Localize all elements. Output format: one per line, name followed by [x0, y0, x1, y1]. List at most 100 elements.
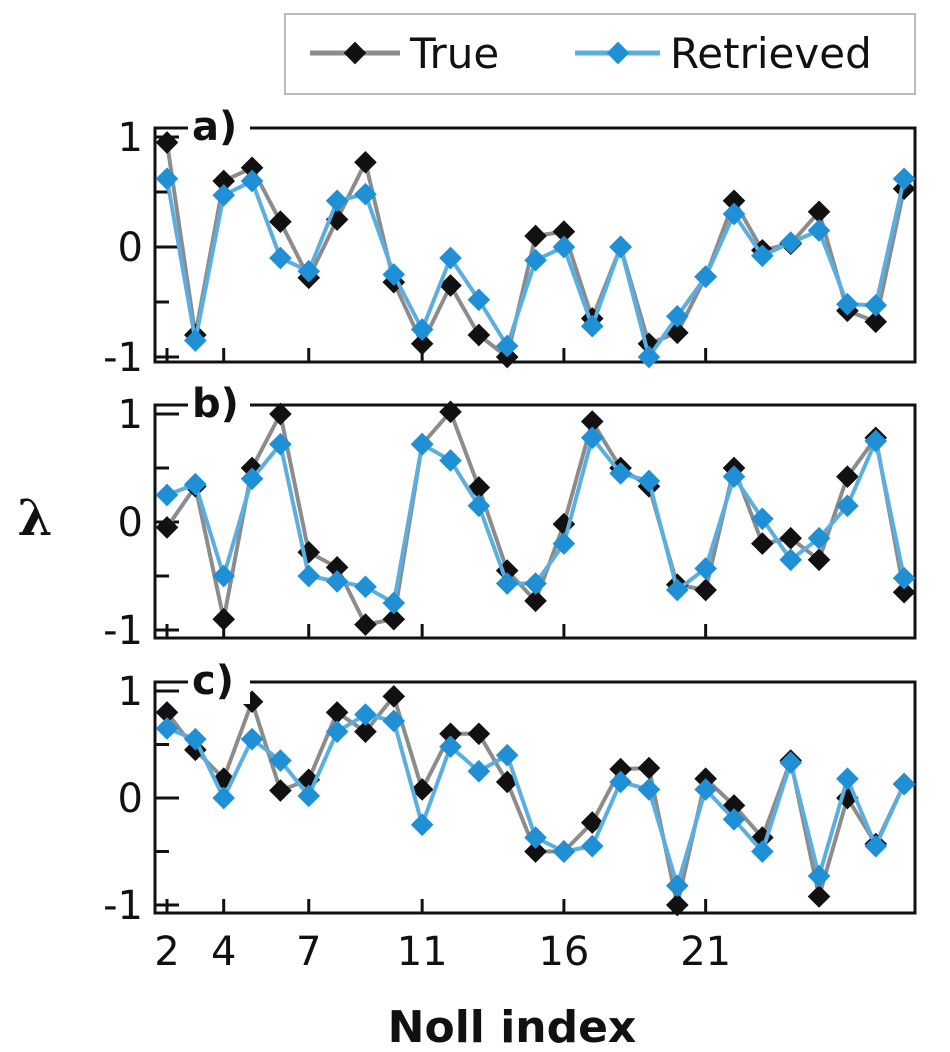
y-tick-label: -1: [103, 608, 143, 654]
point-true: [212, 607, 236, 631]
point-retrieved: [382, 263, 406, 286]
point-retrieved: [864, 293, 888, 317]
point-retrieved: [779, 751, 803, 775]
point-retrieved: [495, 743, 519, 767]
point-retrieved: [751, 507, 774, 531]
y-tick-label: -1: [103, 335, 143, 381]
point-retrieved: [665, 874, 689, 898]
point-true: [637, 756, 661, 780]
point-true: [807, 885, 831, 908]
point-retrieved: [665, 578, 689, 602]
point-true: [524, 840, 547, 863]
point-retrieved: [410, 813, 434, 837]
point-retrieved: [410, 318, 434, 341]
panel-label-bg: [188, 383, 250, 427]
y-axis-label: λ: [17, 488, 52, 547]
x-tick-label: 4: [211, 929, 236, 975]
point-retrieved: [836, 494, 859, 518]
point-retrieved: [269, 246, 292, 270]
point-true: [751, 532, 774, 555]
point-retrieved: [410, 432, 434, 456]
point-true: [892, 580, 916, 604]
point-true: [580, 410, 604, 433]
point-retrieved: [524, 826, 547, 849]
point-true: [665, 893, 689, 917]
point-retrieved: [580, 426, 604, 450]
point-retrieved: [269, 749, 292, 772]
x-tick-label: 11: [397, 929, 448, 975]
point-true: [382, 607, 406, 631]
panel-c: 1 0 -1 c): [103, 658, 917, 929]
point-retrieved: [325, 720, 349, 743]
point-true: [467, 323, 491, 347]
point-retrieved: [580, 834, 604, 858]
point-retrieved: [155, 483, 179, 507]
point-retrieved: [552, 840, 576, 863]
point-retrieved: [836, 292, 859, 316]
point-true: [439, 400, 462, 424]
point-retrieved: [212, 183, 236, 207]
point-true: [836, 465, 859, 488]
point-true: [354, 720, 377, 743]
point-true: [807, 548, 831, 572]
point-retrieved: [325, 189, 349, 213]
point-retrieved: [325, 570, 349, 593]
point-true: [439, 274, 462, 297]
point-true: [269, 210, 292, 234]
point-true: [864, 310, 888, 334]
point-retrieved: [892, 772, 916, 796]
x-tick-label: 7: [296, 929, 321, 975]
point-retrieved: [212, 786, 236, 810]
point-true: [155, 516, 179, 539]
point-true: [269, 779, 292, 802]
point-retrieved: [609, 235, 632, 259]
y-tick-label: 0: [118, 225, 143, 271]
x-axis-label: Noll index: [388, 1002, 637, 1052]
point-true: [155, 131, 179, 154]
y-tick-label: 1: [118, 669, 143, 715]
point-true: [609, 757, 632, 781]
point-retrieved: [694, 265, 717, 289]
point-retrieved: [297, 259, 321, 283]
point-retrieved: [439, 449, 462, 472]
point-true: [410, 332, 434, 356]
point-retrieved: [439, 735, 462, 758]
point-retrieved: [269, 432, 292, 456]
y-tick-label: 1: [118, 392, 143, 438]
point-retrieved: [184, 472, 207, 496]
point-true: [694, 578, 717, 602]
panel-label-bg: [188, 106, 250, 150]
y-tick-label: -1: [103, 883, 143, 929]
point-retrieved: [354, 575, 377, 599]
x-tick-label: 21: [680, 929, 731, 975]
point-retrieved: [637, 345, 661, 369]
point-retrieved: [751, 840, 774, 863]
legend-true-label: True: [409, 29, 499, 78]
point-true: [410, 778, 434, 801]
point-retrieved: [722, 808, 746, 831]
point-retrieved: [722, 465, 746, 488]
point-true: [524, 589, 547, 613]
point-retrieved: [836, 767, 859, 791]
point-retrieved: [495, 334, 519, 358]
point-retrieved: [439, 246, 462, 270]
point-retrieved: [609, 770, 632, 794]
panel-frame: [153, 126, 917, 364]
point-retrieved: [807, 526, 831, 550]
point-retrieved: [495, 572, 519, 595]
point-true: [580, 811, 604, 834]
point-true: [382, 685, 406, 708]
point-retrieved: [609, 462, 632, 485]
point-retrieved: [297, 564, 321, 588]
point-retrieved: [382, 591, 406, 615]
point-retrieved: [637, 469, 661, 493]
x-tick-label: 16: [538, 929, 589, 975]
point-retrieved: [864, 834, 888, 858]
point-true: [269, 402, 292, 426]
panel-label-bg: [188, 660, 250, 704]
panel-label: a): [192, 104, 237, 150]
panel-b: 1 0 -1 b): [103, 381, 917, 654]
point-true: [354, 150, 377, 174]
point-retrieved: [524, 572, 547, 595]
